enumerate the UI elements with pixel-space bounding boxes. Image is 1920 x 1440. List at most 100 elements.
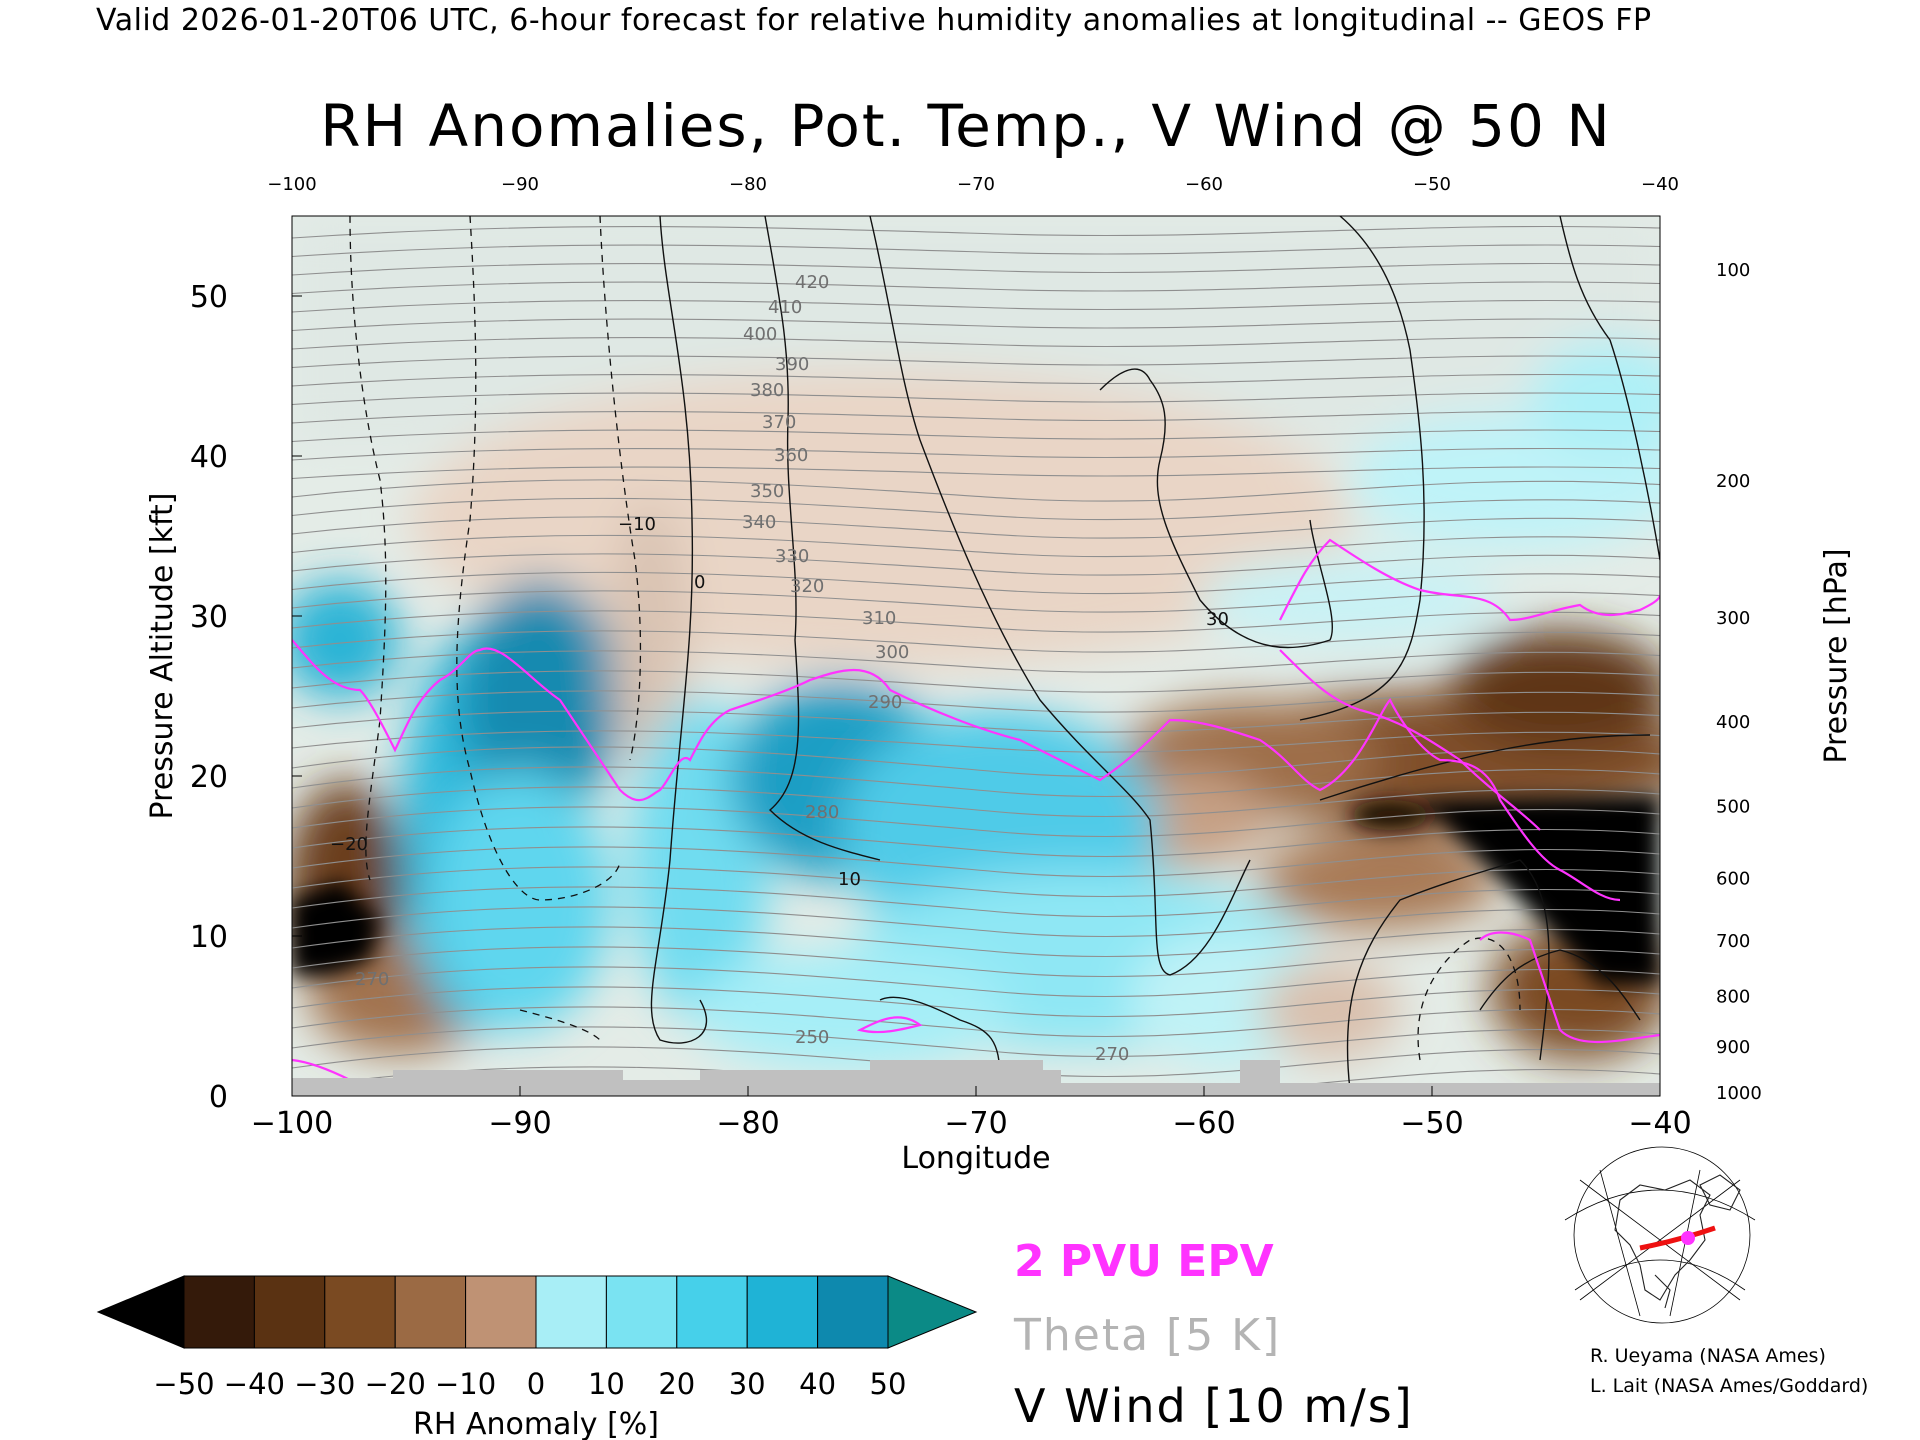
legend-pvu: 2 PVU EPV	[1014, 1236, 1274, 1287]
theta-line	[292, 225, 1660, 239]
x-tick-label: −60	[1172, 1106, 1235, 1141]
x-top-tick-label: −90	[501, 174, 539, 195]
y-right-tick-label: 400	[1716, 712, 1750, 733]
svg-text:290: 290	[868, 692, 902, 713]
colorbar-swatch	[253, 1275, 326, 1349]
theta-line	[292, 466, 1660, 480]
y-right-tick-label: 500	[1716, 797, 1750, 818]
y-right-tick-label: 700	[1716, 931, 1750, 952]
pvu-contour	[292, 538, 1660, 1081]
x-top-tick-label: −40	[1641, 174, 1679, 195]
y-tick-label: 50	[190, 280, 228, 315]
y-right-tick-label: 300	[1716, 608, 1750, 629]
theta-line	[292, 534, 1660, 558]
colorbar-tick-label: 40	[799, 1367, 836, 1401]
x-top-tick-label: −70	[957, 174, 995, 195]
theta-line	[292, 946, 1660, 978]
svg-text:340: 340	[742, 512, 776, 533]
theta-line	[292, 926, 1660, 958]
y-axis-right-title: Pressure [hPa]	[1819, 548, 1854, 763]
x-top-tick-label: −100	[267, 174, 316, 195]
x-axis-top: −100 −90 −80 −70 −60 −50 −40	[267, 174, 1679, 195]
colorbar-tick-label: −50	[153, 1367, 214, 1401]
theta-line	[292, 630, 1660, 653]
x-tick-label: −40	[1628, 1106, 1691, 1141]
colorbar: −50 −40 −30 −20 −10 0 10 20 30 40 50	[96, 1275, 978, 1401]
theta-contours	[292, 225, 1660, 1096]
theta-line	[292, 650, 1660, 673]
credit-line-1: R. Ueyama (NASA Ames)	[1590, 1345, 1826, 1367]
colorbar-under-arrow	[96, 1275, 185, 1349]
theta-line	[292, 479, 1660, 502]
theta-line	[292, 826, 1660, 858]
colorbar-swatch	[324, 1275, 396, 1349]
y-right-tick-label: 100	[1716, 260, 1750, 281]
theta-line	[292, 336, 1660, 350]
theta-line	[292, 786, 1660, 818]
svg-text:30: 30	[1206, 609, 1229, 630]
credit-line-2: L. Lait (NASA Ames/Goddard)	[1590, 1375, 1868, 1397]
y-right-tick-label: 200	[1716, 471, 1750, 492]
y-right-tick-label: 600	[1716, 868, 1750, 889]
theta-line	[292, 410, 1660, 424]
colorbar-tick-label: −30	[294, 1367, 355, 1401]
theta-line	[292, 846, 1660, 878]
theta-line	[292, 429, 1660, 443]
theta-line	[292, 806, 1660, 838]
colorbar-swatch	[183, 1275, 255, 1349]
x-tick-label: −90	[488, 1106, 551, 1141]
svg-text:400: 400	[743, 324, 777, 345]
colorbar-over-arrow	[887, 1275, 978, 1349]
theta-line	[292, 866, 1660, 898]
vwind-negative-contours	[349, 216, 1521, 1061]
colorbar-tick-label: −20	[365, 1367, 426, 1401]
theta-line	[292, 262, 1660, 276]
theta-labels: 420 410 400 390 380 370 360 350 340 330 …	[355, 272, 1129, 1065]
theta-line	[292, 590, 1660, 613]
svg-text:310: 310	[862, 608, 896, 629]
theta-line	[292, 986, 1660, 1018]
theta-line	[292, 392, 1660, 406]
svg-text:390: 390	[775, 354, 809, 375]
colorbar-tick-label: −10	[435, 1367, 496, 1401]
theta-line	[292, 497, 1660, 521]
theta-line	[292, 447, 1660, 461]
x-top-tick-label: −80	[729, 174, 767, 195]
colorbar-tick-label: −40	[224, 1367, 285, 1401]
y-axis-right: 100 200 300 400 500 600 700 800 900 1000	[1716, 260, 1762, 1104]
theta-line	[292, 373, 1660, 387]
colorbar-tick-label: 10	[588, 1367, 625, 1401]
svg-text:380: 380	[750, 380, 784, 401]
svg-text:300: 300	[875, 642, 909, 663]
svg-text:360: 360	[774, 445, 808, 466]
svg-text:410: 410	[768, 297, 802, 318]
colorbar-swatch	[465, 1275, 537, 1349]
svg-text:250: 250	[795, 1027, 829, 1048]
x-top-tick-label: −60	[1185, 174, 1223, 195]
theta-line	[292, 886, 1660, 918]
y-tick-label: 10	[190, 920, 228, 955]
colorbar-tick-label: 30	[729, 1367, 766, 1401]
colorbar-label: RH Anomaly [%]	[413, 1407, 659, 1440]
legend-vwind: V Wind [10 m/s]	[1014, 1379, 1414, 1433]
svg-text:270: 270	[1095, 1044, 1129, 1065]
y-axis-left-title: Pressure Altitude [kft]	[145, 493, 180, 820]
theta-line	[292, 516, 1660, 539]
x-axis-bottom: −100 −90 −80 −70 −60 −50 −40	[251, 1086, 1692, 1141]
theta-line	[292, 906, 1660, 938]
colorbar-swatch	[676, 1275, 748, 1349]
colorbar-swatch	[605, 1275, 678, 1349]
y-tick-label: 20	[190, 760, 228, 795]
colorbar-tick-label: 20	[658, 1367, 695, 1401]
y-tick-label: 30	[190, 600, 228, 635]
svg-text:420: 420	[795, 272, 829, 293]
valid-line: Valid 2026-01-20T06 UTC, 6-hour forecast…	[96, 3, 1652, 38]
plot-area	[292, 216, 1660, 1096]
x-top-tick-label: −50	[1413, 174, 1451, 195]
y-tick-label: 40	[190, 440, 228, 475]
locator-map	[1560, 1146, 1760, 1324]
theta-line	[292, 571, 1660, 595]
y-axis-left: 0 10 20 30 40 50	[190, 280, 302, 1115]
y-right-tick-label: 1000	[1716, 1083, 1762, 1104]
